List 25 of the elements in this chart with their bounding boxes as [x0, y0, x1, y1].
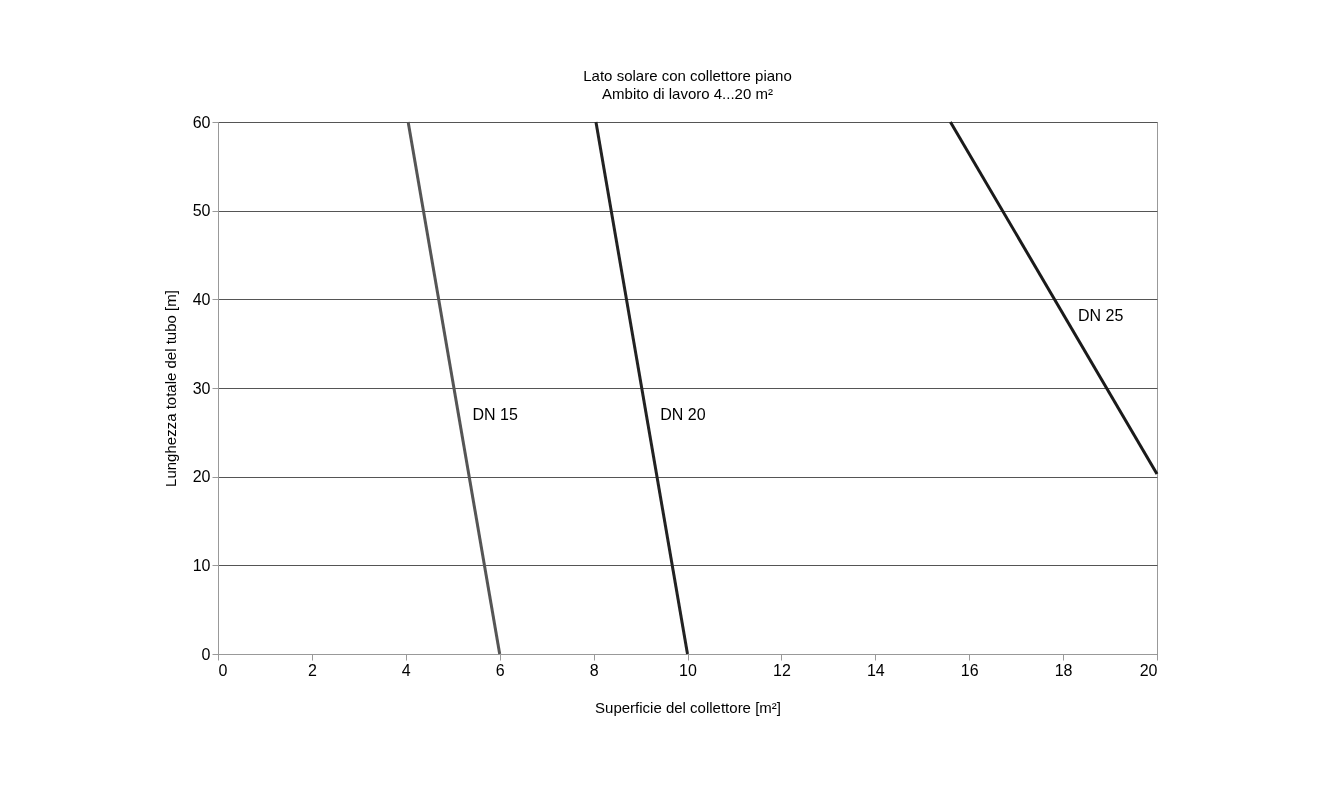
y-tick-label: 30 — [192, 379, 211, 397]
x-tick-label: 18 — [1054, 661, 1073, 679]
series-label: DN 25 — [1078, 306, 1124, 324]
x-tick-label: 14 — [866, 661, 885, 679]
y-tick-label: 40 — [192, 290, 211, 308]
series-label: DN 15 — [472, 405, 518, 423]
x-tick-label: 16 — [960, 661, 979, 679]
x-tick-label: 0 — [218, 661, 228, 679]
series-label: DN 20 — [660, 405, 706, 423]
y-tick-label: 60 — [192, 113, 211, 131]
chart-subtitle: Ambito di lavoro 4...20 m² — [602, 85, 773, 102]
x-tick-label: 2 — [307, 661, 317, 679]
y-tick-label: 20 — [192, 468, 211, 486]
x-tick-label: 20 — [1139, 661, 1158, 679]
x-tick-label: 12 — [773, 661, 791, 679]
x-tick-label: 6 — [495, 661, 505, 679]
y-axis-title: Lunghezza totale del tubo [m] — [161, 290, 179, 487]
x-tick-label: 4 — [401, 661, 411, 679]
x-tick-label: 10 — [679, 661, 697, 679]
y-tick-label: 10 — [192, 556, 211, 574]
x-tick-label: 8 — [589, 661, 599, 679]
x-axis-title: Superficie del collettore [m²] — [595, 698, 781, 716]
chart-title: Lato solare con collettore piano — [583, 67, 792, 84]
y-tick-label: 50 — [192, 202, 211, 220]
y-tick-label: 0 — [201, 645, 211, 663]
